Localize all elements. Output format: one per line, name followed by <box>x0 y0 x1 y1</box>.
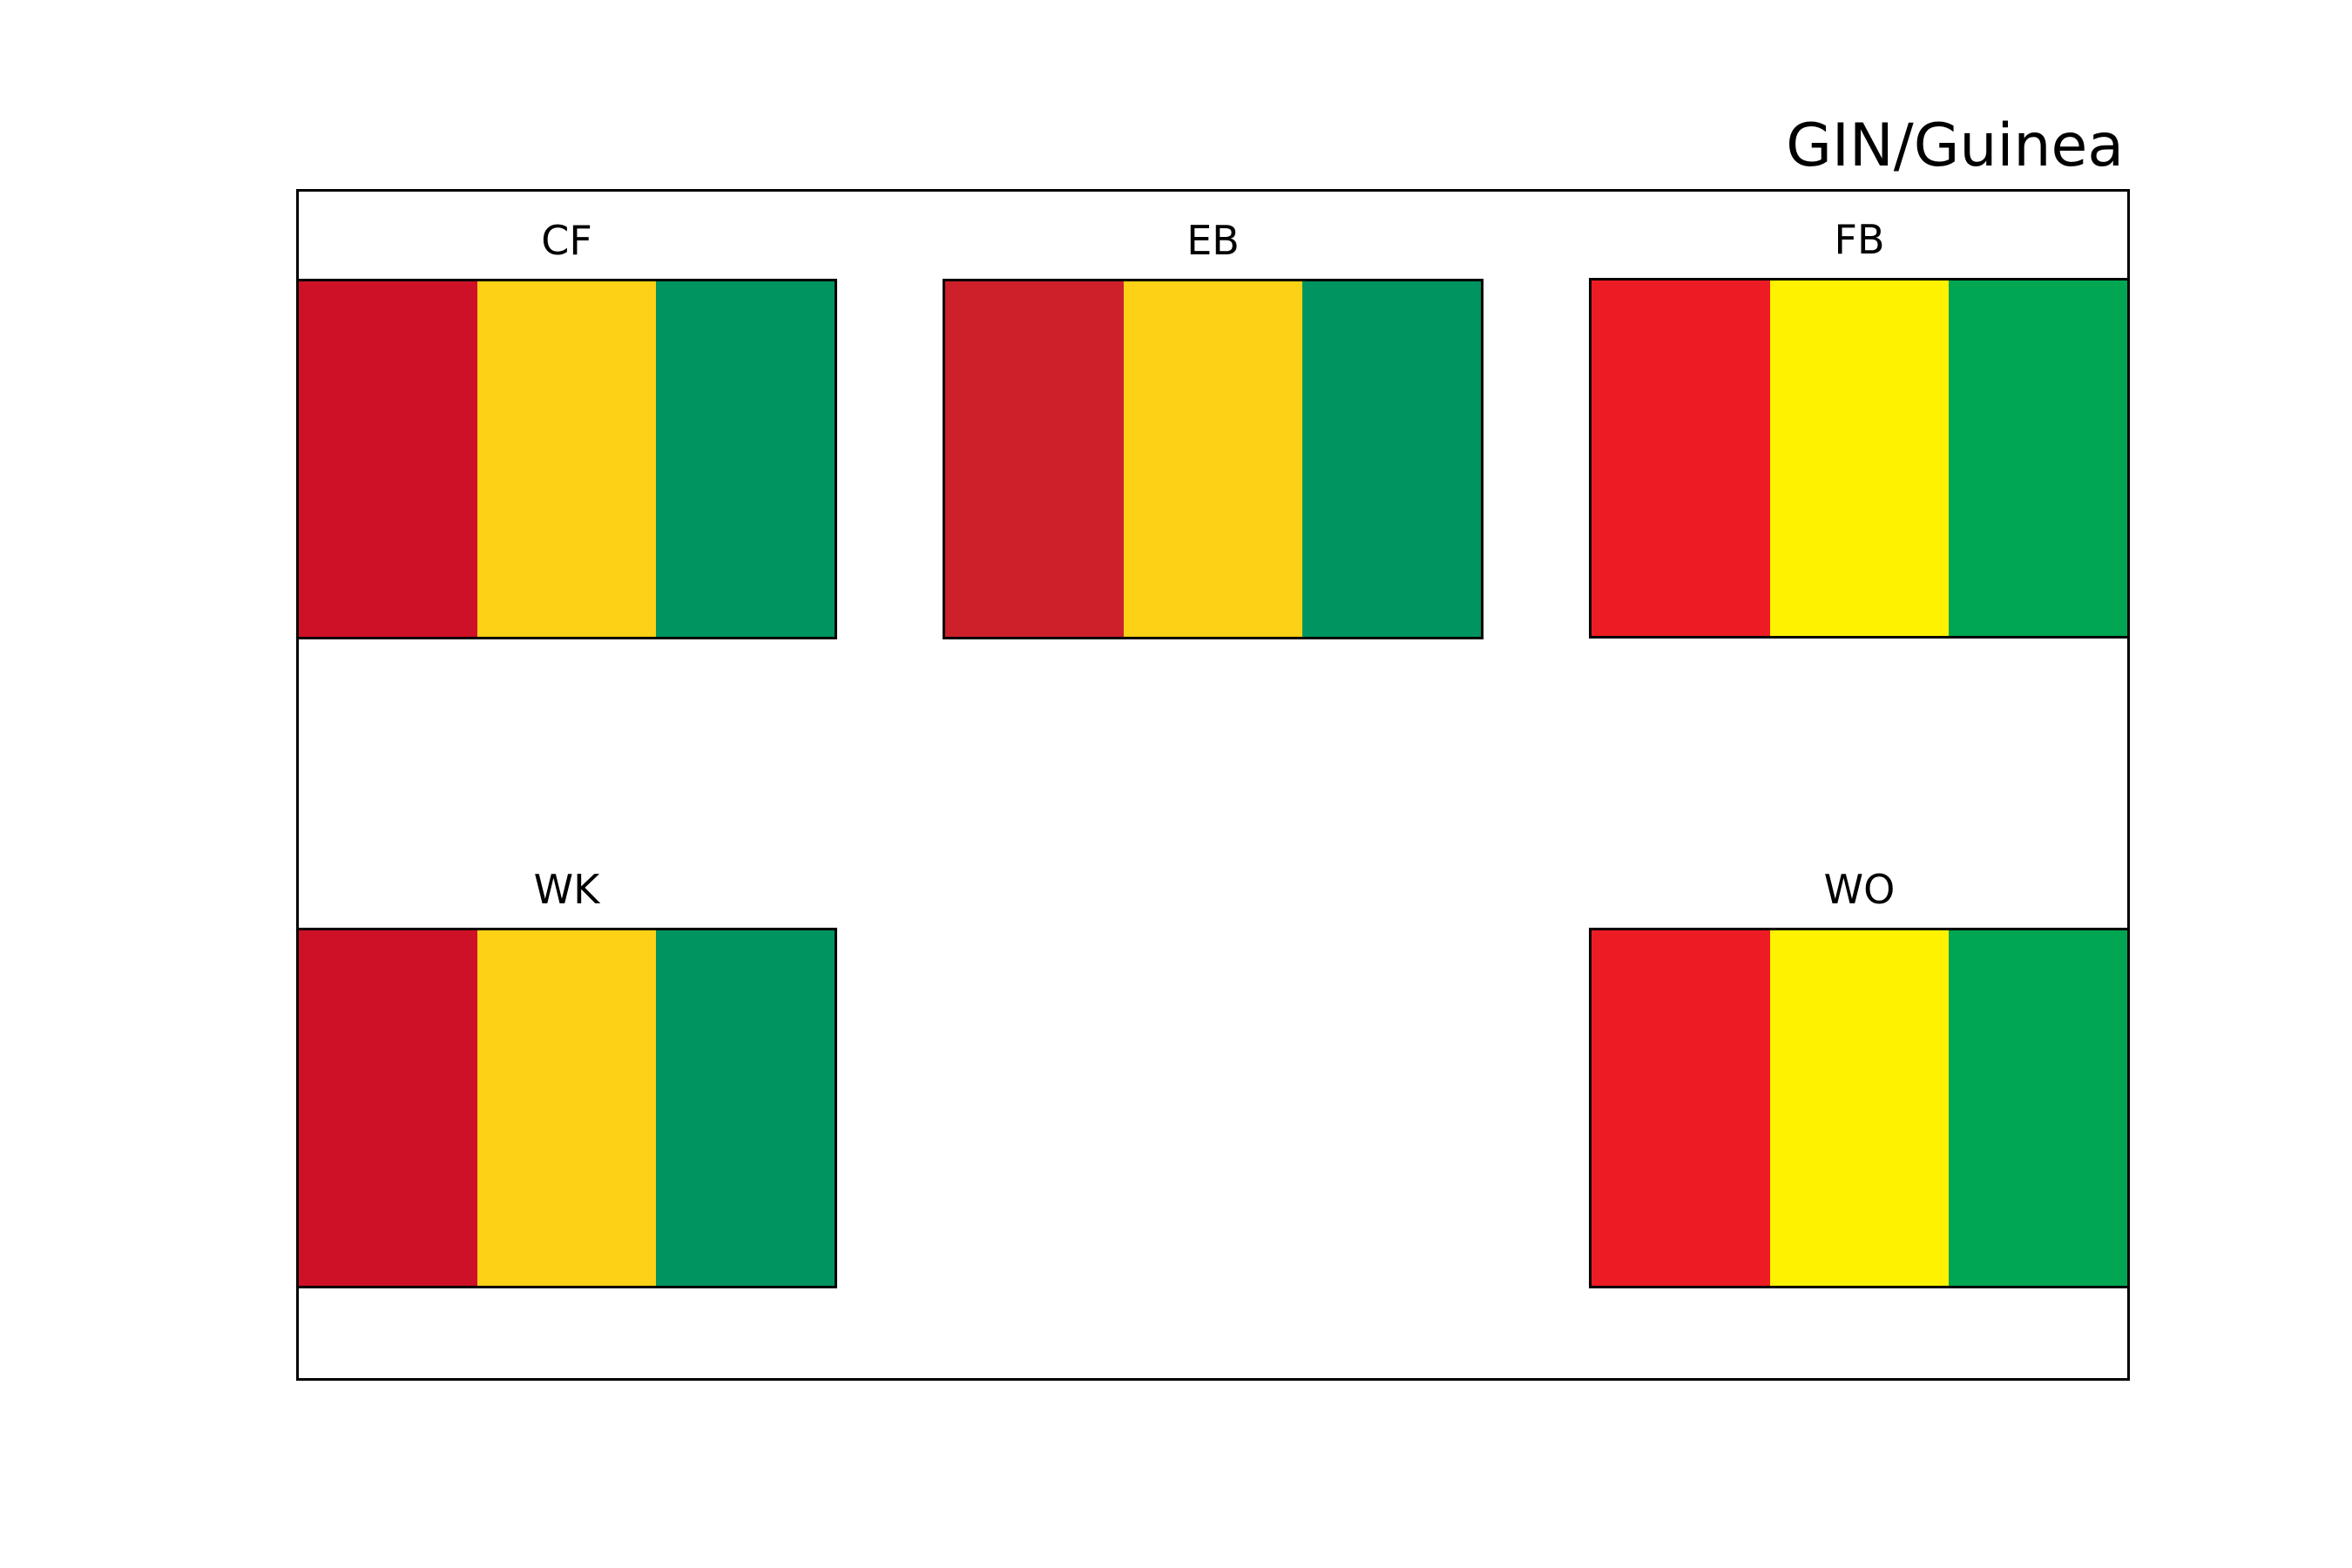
flag-stripe-yellow <box>1770 280 1949 636</box>
flag-stripe-yellow <box>477 930 656 1286</box>
flag-stripe-green <box>656 281 835 637</box>
flag-stripe-red <box>299 930 477 1286</box>
flag-stripe-yellow <box>477 281 656 637</box>
flag-stripe-yellow <box>1770 930 1949 1286</box>
flag-label: CF <box>541 217 592 264</box>
flag-image <box>1589 928 2130 1288</box>
flag-image <box>943 279 1484 639</box>
flag-label: WO <box>1823 866 1896 913</box>
flag-label: EB <box>1186 217 1240 264</box>
flag-panel-wk: WK <box>296 866 837 1288</box>
flags-frame <box>296 189 2130 1381</box>
flag-stripe-yellow <box>1124 281 1302 637</box>
flag-panel-fb: FB <box>1589 216 2130 639</box>
flag-stripe-red <box>945 281 1124 637</box>
page-title: GIN/Guinea <box>1786 112 2124 180</box>
flag-stripe-green <box>1302 281 1481 637</box>
flag-image <box>296 928 837 1288</box>
flag-image <box>296 279 837 639</box>
flag-stripe-red <box>299 281 477 637</box>
flag-stripe-green <box>1949 280 2127 636</box>
flag-panel-wo: WO <box>1589 866 2130 1288</box>
flag-stripe-green <box>1949 930 2127 1286</box>
flag-stripe-red <box>1592 930 1770 1286</box>
flag-image <box>1589 278 2130 639</box>
flag-label: WK <box>533 866 600 913</box>
flag-stripe-green <box>656 930 835 1286</box>
flag-panel-eb: EB <box>943 217 1484 639</box>
flag-stripe-red <box>1592 280 1770 636</box>
flag-label: FB <box>1834 216 1885 263</box>
flag-panel-cf: CF <box>296 217 837 639</box>
